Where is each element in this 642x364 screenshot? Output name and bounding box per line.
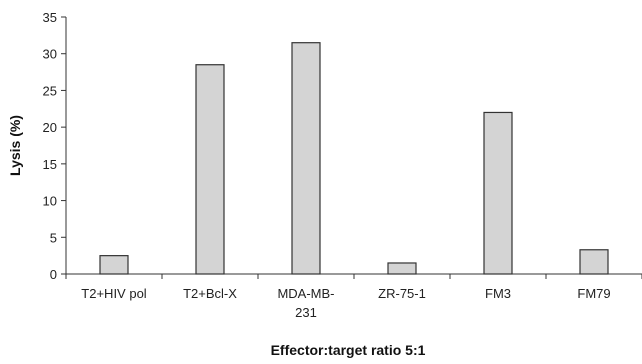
x-tick-label: ZR-75-1: [378, 286, 426, 301]
y-axis: 0 5 10 15 20 25 30 35: [43, 10, 67, 282]
y-tick-label: 5: [50, 230, 57, 245]
y-tick-label: 10: [43, 194, 57, 209]
x-tick-label: FM3: [485, 286, 511, 301]
x-tick-label: T2+Bcl-X: [183, 286, 237, 301]
y-tick-label: 20: [43, 120, 57, 135]
y-tick-label: 30: [43, 47, 57, 62]
x-tick-label: FM79: [577, 286, 610, 301]
y-tick-label: 15: [43, 157, 57, 172]
bar-fm3: [483, 111, 513, 275]
bar-t2-bcl-x: [195, 64, 225, 275]
bar-zr-75-1: [387, 262, 417, 275]
y-tick-label: 25: [43, 83, 57, 98]
bar-fm79: [579, 249, 609, 275]
bars: [99, 42, 609, 275]
y-axis-title: Lysis (%): [7, 115, 23, 176]
bar-t2-hiv-pol: [99, 255, 129, 275]
x-axis-title: Effector:target ratio 5:1: [271, 342, 426, 358]
x-tick-label: MDA-MB-231: [277, 286, 334, 320]
y-tick-label: 0: [50, 267, 57, 282]
bar-mda-mb-231: [291, 42, 321, 275]
x-tick-label: T2+HIV pol: [81, 286, 147, 301]
y-tick-label: 35: [43, 10, 57, 25]
x-axis: T2+HIV pol T2+Bcl-X MDA-MB-231 ZR-75-1 FM3 FM…: [65, 273, 642, 320]
